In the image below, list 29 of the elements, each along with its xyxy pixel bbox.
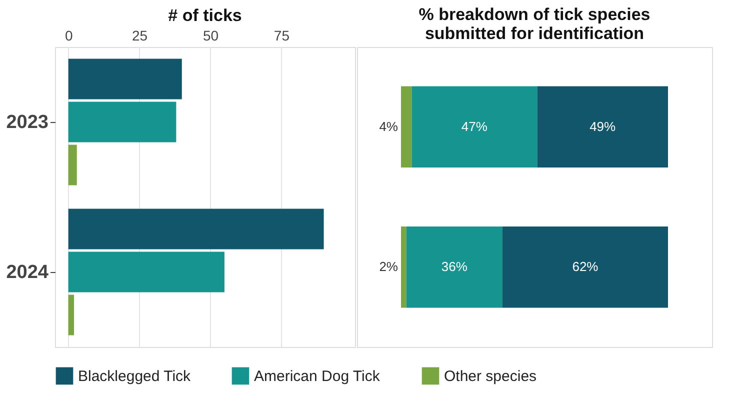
chart-title: # of ticks xyxy=(168,6,242,25)
y-tick-label: 2023 xyxy=(6,112,48,133)
x-tick-label: 75 xyxy=(274,28,290,44)
bar xyxy=(68,58,182,100)
data-label: 47% xyxy=(461,118,488,134)
x-tick-label: 0 xyxy=(64,28,73,44)
bar xyxy=(401,86,412,168)
y-tick-label: 2024 xyxy=(6,262,49,283)
data-label: 62% xyxy=(572,259,599,274)
x-tick-label: 50 xyxy=(202,28,219,44)
bar xyxy=(68,294,74,336)
legend-label: Other species xyxy=(444,368,537,385)
bar xyxy=(406,226,502,308)
legend-label: Blacklegged Tick xyxy=(78,368,192,385)
data-label: 2% xyxy=(379,259,398,274)
data-label: 36% xyxy=(441,259,468,274)
bar xyxy=(401,226,406,308)
bar xyxy=(502,226,668,308)
bar xyxy=(68,102,176,142)
bar xyxy=(412,86,538,168)
legend-label: American Dog Tick xyxy=(254,368,380,385)
data-label: 49% xyxy=(590,118,616,134)
bar xyxy=(68,144,77,186)
bar xyxy=(68,252,224,292)
x-tick-label: 25 xyxy=(132,28,148,44)
data-label: 4% xyxy=(379,118,398,134)
bar xyxy=(68,208,324,250)
bar xyxy=(537,86,668,168)
chart-title: % breakdown of tick species submitted for identification xyxy=(418,5,650,43)
